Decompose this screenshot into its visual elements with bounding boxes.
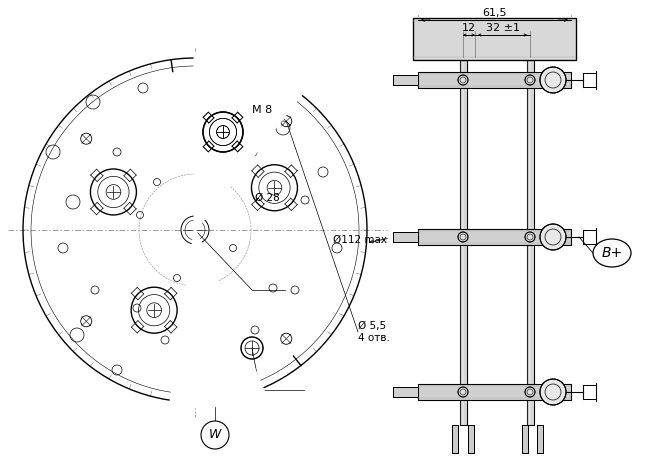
Circle shape (197, 106, 249, 158)
Text: 12: 12 (462, 23, 476, 33)
Circle shape (525, 232, 535, 242)
Bar (452, 425, 458, 453)
Bar (537, 425, 543, 453)
Bar (522, 425, 528, 453)
Bar (468, 425, 474, 453)
Bar (393, 232, 418, 242)
Text: Ø112 max: Ø112 max (333, 235, 387, 245)
Text: B+: B+ (601, 246, 623, 260)
Bar (418, 384, 571, 400)
Text: 61,5: 61,5 (482, 8, 507, 18)
Bar (468, 425, 474, 453)
Circle shape (458, 232, 468, 242)
Bar (522, 425, 528, 453)
Bar (452, 425, 458, 453)
Bar (413, 18, 576, 60)
Bar (418, 229, 571, 245)
Text: Ø 5,5: Ø 5,5 (358, 321, 386, 331)
Bar (537, 425, 543, 453)
Bar (460, 60, 467, 425)
Ellipse shape (593, 239, 631, 267)
Circle shape (540, 379, 566, 405)
Bar (393, 75, 418, 85)
Circle shape (540, 224, 566, 250)
Bar (527, 60, 534, 425)
Bar (460, 60, 467, 425)
Text: 4 отв.: 4 отв. (358, 333, 390, 343)
Circle shape (458, 387, 468, 397)
Circle shape (124, 280, 184, 340)
Circle shape (458, 75, 468, 85)
Circle shape (525, 387, 535, 397)
Bar (393, 387, 418, 397)
Bar (418, 72, 571, 88)
Circle shape (201, 421, 229, 449)
Bar (418, 229, 571, 245)
Text: М 8: М 8 (252, 105, 272, 115)
Bar (413, 18, 576, 60)
Circle shape (525, 75, 535, 85)
Circle shape (83, 162, 144, 222)
Bar (393, 75, 418, 85)
Circle shape (540, 67, 566, 93)
Bar (393, 387, 418, 397)
Bar (418, 384, 571, 400)
Bar (527, 60, 534, 425)
Bar (418, 72, 571, 88)
Text: W: W (209, 429, 221, 441)
Text: Ø 28: Ø 28 (255, 193, 280, 203)
Wedge shape (170, 230, 264, 407)
Bar (393, 232, 418, 242)
Wedge shape (195, 53, 304, 230)
Text: 32 ±1: 32 ±1 (486, 23, 519, 33)
Circle shape (244, 158, 304, 218)
